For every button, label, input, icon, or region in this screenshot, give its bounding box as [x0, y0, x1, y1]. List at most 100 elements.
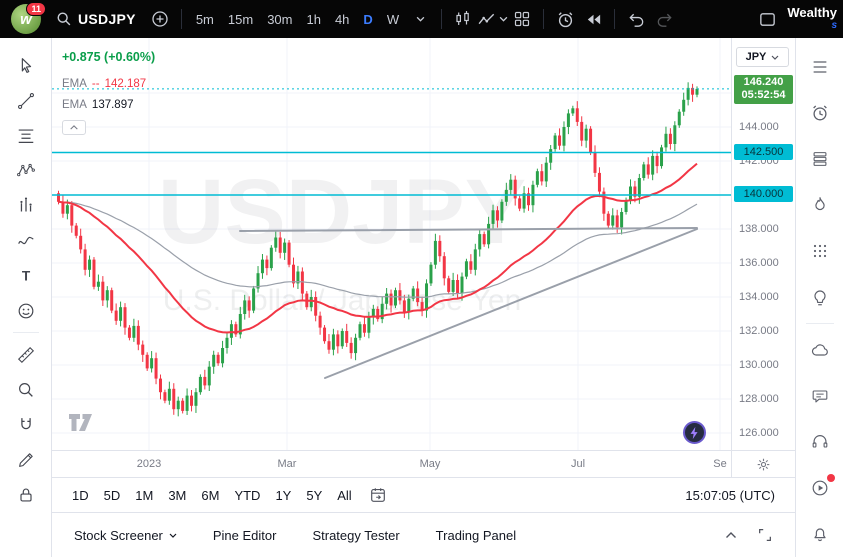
text-tool[interactable]: T	[8, 258, 44, 293]
ideas-button[interactable]	[798, 274, 842, 320]
svg-text:USDJPY: USDJPY	[158, 161, 526, 263]
chat-button[interactable]	[798, 373, 842, 419]
alert-button[interactable]	[551, 5, 579, 33]
notification-count-badge: 11	[26, 2, 46, 16]
divider	[180, 9, 182, 29]
tradingview-logo[interactable]	[68, 413, 98, 432]
forecast-tool[interactable]	[8, 188, 44, 223]
bottom-panel-tabs: Stock Screener Pine Editor Strategy Tester…	[52, 512, 795, 557]
redo-arrow-icon	[657, 13, 672, 27]
lock-tool[interactable]	[8, 477, 44, 512]
timeframe-4h[interactable]: 4h	[334, 11, 350, 27]
range-1y[interactable]: 1Y	[275, 487, 292, 503]
divider	[441, 9, 443, 29]
range-1m[interactable]: 1M	[135, 487, 154, 503]
indicator-legend-ema-slow[interactable]: EMA 137.897	[62, 94, 155, 115]
hotlists-button[interactable]	[798, 182, 842, 228]
range-ytd[interactable]: YTD	[234, 487, 261, 503]
collapse-legend-button[interactable]	[62, 120, 86, 135]
chart-type-button[interactable]	[449, 5, 477, 33]
timeframe-menu-button[interactable]	[406, 5, 434, 33]
magnet-tool[interactable]	[8, 407, 44, 442]
svg-text:T: T	[21, 268, 30, 283]
live-indicator-dot	[826, 474, 835, 482]
emoji-tool[interactable]	[8, 293, 44, 328]
brush-curve-icon	[17, 236, 34, 244]
trend-line-tool[interactable]	[8, 83, 44, 118]
alerts-panel-button[interactable]	[798, 90, 842, 136]
price-tick: 128.000	[739, 393, 779, 405]
time-axis[interactable]: 2023 Mar May Jul Se	[52, 450, 731, 477]
timeframe-1h[interactable]: 1h	[306, 11, 321, 27]
xabcd-pattern-icon	[16, 163, 35, 176]
tab-pine-editor[interactable]: Pine Editor	[213, 528, 277, 543]
magnet-icon	[20, 417, 31, 429]
candlestick-chart[interactable]: USDJPY U.S. Dollar / Japanese Yen	[52, 38, 731, 450]
range-5y[interactable]: 5Y	[306, 487, 323, 503]
tab-label: Trading Panel	[435, 527, 517, 543]
redo-button[interactable]	[650, 5, 678, 33]
utc-clock[interactable]: 15:07:05 (UTC)	[685, 487, 775, 503]
range-5d[interactable]: 5D	[103, 487, 121, 503]
save-layout-button[interactable]	[753, 5, 781, 33]
chevron-down-icon	[499, 16, 508, 22]
goto-date-button[interactable]	[369, 486, 387, 504]
panel-expand-chevron-icon[interactable]	[725, 531, 737, 539]
chart-area[interactable]: USDJPY U.S. Dollar / Japanese Yen +0.875 …	[52, 38, 731, 477]
price-tick: 138.000	[739, 223, 779, 235]
tab-stock-screener[interactable]: Stock Screener	[74, 528, 177, 543]
rewind-icon	[587, 14, 600, 24]
timeframe-30m[interactable]: 30m	[267, 11, 293, 27]
draw-tool[interactable]	[8, 442, 44, 477]
streams-button[interactable]	[798, 465, 842, 511]
time-label: May	[419, 458, 441, 470]
bar-replay-button[interactable]	[579, 5, 607, 33]
range-3m[interactable]: 3M	[168, 487, 187, 503]
indicator-legend-ema-fast[interactable]: EMA -- 142.187	[62, 73, 155, 94]
zoom-tool[interactable]	[8, 372, 44, 407]
cursor-tool[interactable]	[8, 48, 44, 83]
fib-retracement-tool[interactable]	[8, 118, 44, 153]
brush-tool[interactable]	[8, 223, 44, 258]
layout-templates-button[interactable]	[508, 5, 536, 33]
timeframe-w[interactable]: W	[386, 11, 400, 27]
tab-strategy-tester[interactable]: Strategy Tester	[312, 528, 399, 543]
object-tree-button[interactable]	[798, 136, 842, 182]
quick-trade-button[interactable]	[683, 421, 706, 444]
indicators-button[interactable]	[477, 5, 508, 33]
chevron-down-icon	[169, 533, 177, 538]
watchlist-panel-button[interactable]	[798, 44, 842, 90]
undo-button[interactable]	[622, 5, 650, 33]
range-1d[interactable]: 1D	[72, 487, 89, 503]
layout-square-icon	[760, 12, 775, 26]
price-axis[interactable]: JPY 144.000142.000140.000138.000136.0001…	[731, 38, 795, 477]
pencil-icon	[18, 452, 33, 467]
chat-bubble-icon	[812, 390, 827, 403]
timeframe-15m[interactable]: 15m	[227, 11, 254, 27]
settings-gear-icon[interactable]	[756, 457, 771, 472]
currency-label: JPY	[745, 51, 767, 63]
date-range-bar: 1D 5D 1M 3M 6M YTD 1Y 5Y All 15:07:05 (UTC)	[52, 477, 795, 512]
timeframe-d[interactable]: D	[363, 11, 373, 27]
maximize-panel-icon[interactable]	[757, 527, 773, 543]
compare-add-symbol-button[interactable]	[146, 5, 174, 33]
plus-circle-icon	[152, 11, 168, 27]
measure-tool[interactable]	[8, 337, 44, 372]
timeframe-5m[interactable]: 5m	[195, 11, 214, 27]
support-button[interactable]	[798, 419, 842, 465]
notifications-button[interactable]	[798, 511, 842, 557]
range-all[interactable]: All	[337, 487, 352, 503]
pattern-tool[interactable]	[8, 153, 44, 188]
tradingview-logo-icon	[69, 414, 92, 431]
calendar-goto-icon	[370, 488, 385, 502]
tab-trading-panel[interactable]: Trading Panel	[436, 528, 516, 543]
broker-logo-button[interactable]: w 11	[6, 2, 46, 36]
symbol-search-button[interactable]: USDJPY	[46, 4, 146, 34]
minds-button[interactable]	[798, 327, 842, 373]
currency-selector[interactable]: JPY	[736, 47, 789, 67]
grid-icon	[514, 11, 530, 27]
chevron-down-icon	[416, 16, 424, 22]
svg-text:U.S. Dollar / Japanese Yen: U.S. Dollar / Japanese Yen	[163, 284, 522, 317]
calendar-button[interactable]	[798, 228, 842, 274]
range-6m[interactable]: 6M	[201, 487, 220, 503]
